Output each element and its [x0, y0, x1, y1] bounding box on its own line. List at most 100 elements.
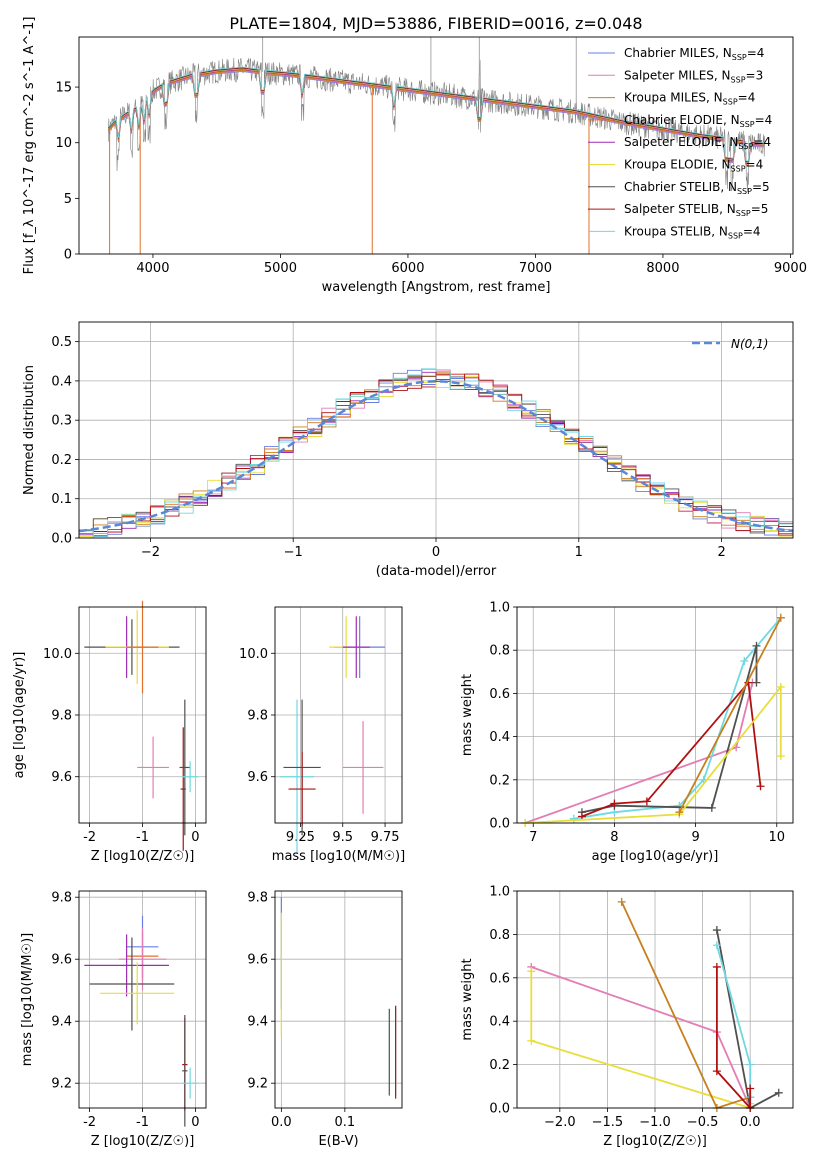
- x-axis-label: wavelength [Angstrom, rest frame]: [322, 280, 551, 295]
- legend-label: Chabrier MILES, NSSP=4: [624, 46, 764, 62]
- y-tick-label: 9.8: [247, 891, 268, 906]
- legend-label: Salpeter STELIB, NSSP=5: [624, 202, 768, 218]
- weight-marker: [610, 799, 619, 808]
- weight-marker: [752, 641, 761, 650]
- x-tick-label: -1: [136, 1115, 149, 1130]
- legend-subscript: SSP: [740, 120, 755, 129]
- model-fit-line: [108, 69, 764, 165]
- x-tick-label: 8000: [646, 261, 679, 276]
- weight-marker: [527, 1036, 536, 1045]
- legend-count: =4: [738, 91, 756, 105]
- y-axis-label: age [log10(age/yr)]: [12, 652, 27, 779]
- model-fit-line: [108, 71, 764, 166]
- weight-marker: [527, 967, 536, 976]
- legend-label: Chabrier ELODIE, NSSP=4: [624, 113, 772, 129]
- legend-subscript: SSP: [728, 231, 743, 240]
- chart-panels: 4000 5000 6000 7000 8000 9000051015wavelength…: [12, 17, 807, 1149]
- axes-frame: [274, 890, 403, 1109]
- plot-area: [527, 897, 783, 1112]
- x-tick-label: −1.5: [592, 1115, 624, 1130]
- y-tick-label: 0: [64, 248, 72, 263]
- panel-mass_vs_Z: -2 -1 0 9.2 9.4 9.6 9.8 Z [log10(Z/Z☉)] mass [lo…: [20, 890, 207, 1149]
- y-tick-label: 1.0: [489, 885, 510, 900]
- weight-marker: [712, 1067, 721, 1076]
- y-tick-label: 0.4: [489, 730, 510, 745]
- weight-marker: [712, 962, 721, 971]
- axes-frame: [78, 890, 207, 1109]
- model-fit-line: [108, 70, 764, 166]
- weight-series-line: [716, 967, 752, 1111]
- x-tick-label: 2: [717, 545, 725, 560]
- axes-frame: [78, 606, 207, 824]
- weight-marker: [617, 897, 626, 906]
- plot-area: [84, 600, 199, 851]
- y-tick-label: 5: [64, 192, 72, 207]
- y-tick-label: 10.0: [43, 647, 72, 662]
- x-tick-label: 10: [768, 830, 785, 845]
- legend-label: N(0,1): [731, 337, 768, 351]
- weight-marker: [774, 1088, 783, 1097]
- legend-label: Salpeter ELODIE, NSSP=4: [624, 135, 771, 151]
- weight-marker: [569, 814, 578, 823]
- legend-subscript: SSP: [732, 53, 747, 62]
- y-tick-label: 9.6: [51, 953, 72, 968]
- residual-histogram: [79, 375, 793, 534]
- panel-residuals: −2 −1 0 1 2 0.0 0.1 0.2 0.3 0.4 0.5 (data-model)/er…: [22, 321, 794, 579]
- weight-marker: [675, 808, 684, 817]
- weight-marker: [712, 926, 721, 935]
- model-fit-line: [108, 67, 764, 163]
- y-tick-label: 0.2: [489, 773, 510, 788]
- legend-label: Kroupa MILES, NSSP=4: [624, 91, 755, 107]
- residual-histogram: [79, 368, 793, 537]
- axes-frame: [516, 606, 794, 824]
- legend-label: Kroupa ELODIE, NSSP=4: [624, 158, 763, 174]
- x-tick-label: 6000: [391, 261, 424, 276]
- y-tick-label: 9.6: [51, 770, 72, 785]
- legend-count: =4: [746, 158, 764, 172]
- y-tick-label: 9.6: [247, 770, 268, 785]
- weight-series-line: [678, 617, 782, 813]
- x-axis-label: Z [log10(Z/Z☉)]: [603, 1134, 707, 1149]
- y-tick-label: 0.8: [489, 644, 510, 659]
- y-tick-label: 0.3: [51, 414, 72, 429]
- x-tick-label: 7: [529, 830, 537, 845]
- y-tick-label: 9.8: [51, 709, 72, 724]
- y-tick-label: 10: [55, 136, 72, 151]
- weight-marker: [740, 657, 749, 665]
- x-tick-label: 0.1: [335, 1115, 356, 1130]
- weight-series-line: [581, 680, 762, 818]
- x-axis-label: Z [log10(Z/Z☉)]: [91, 1134, 195, 1149]
- legend-label: Chabrier STELIB, NSSP=5: [624, 180, 770, 196]
- y-tick-label: 0.0: [51, 532, 72, 547]
- plot-area: [78, 368, 794, 539]
- weight-marker: [642, 797, 651, 806]
- panel-weight_vs_age: 7 8 9 10 0.0 0.2 0.4 0.6 0.8 1.0 age [log10(age/yr…: [460, 601, 794, 864]
- weight-marker: [746, 1084, 755, 1093]
- x-tick-label: -1: [136, 830, 149, 845]
- legend-subscript: SSP: [736, 209, 751, 218]
- weight-marker: [707, 803, 716, 812]
- weight-marker: [746, 1060, 755, 1069]
- figure-title: PLATE=1804, MJD=53886, FIBERID=0016, z=0…: [229, 14, 642, 33]
- x-tick-label: 9.5: [332, 830, 353, 845]
- y-tick-label: 0.4: [489, 1015, 510, 1030]
- y-tick-label: 0.4: [51, 374, 72, 389]
- y-axis-label: Flux [f_λ 10^-17 erg cm^-2 s^-1 A^-1]: [22, 17, 37, 275]
- y-tick-label: 9.2: [51, 1077, 72, 1092]
- x-tick-label: −2: [141, 545, 160, 560]
- legend-count: =4: [747, 46, 765, 60]
- x-axis-label: mass [log10(M/M☉)]: [272, 849, 405, 864]
- legend-label: Kroupa STELIB, NSSP=4: [624, 224, 761, 240]
- legend-subscript: SSP: [737, 187, 752, 196]
- x-tick-label: -2: [83, 1115, 96, 1130]
- x-tick-label: 0: [432, 545, 440, 560]
- axes-frame: [274, 606, 403, 824]
- legend-count: =3: [746, 68, 764, 82]
- x-axis-label: Z [log10(Z/Z☉)]: [91, 849, 195, 864]
- y-tick-label: 0.5: [51, 335, 72, 350]
- model-fit-line: [108, 68, 764, 164]
- legend-count: =5: [752, 180, 770, 194]
- y-tick-label: 0.2: [489, 1058, 510, 1073]
- x-axis-label: age [log10(age/yr)]: [592, 849, 719, 864]
- y-tick-label: 9.8: [247, 709, 268, 724]
